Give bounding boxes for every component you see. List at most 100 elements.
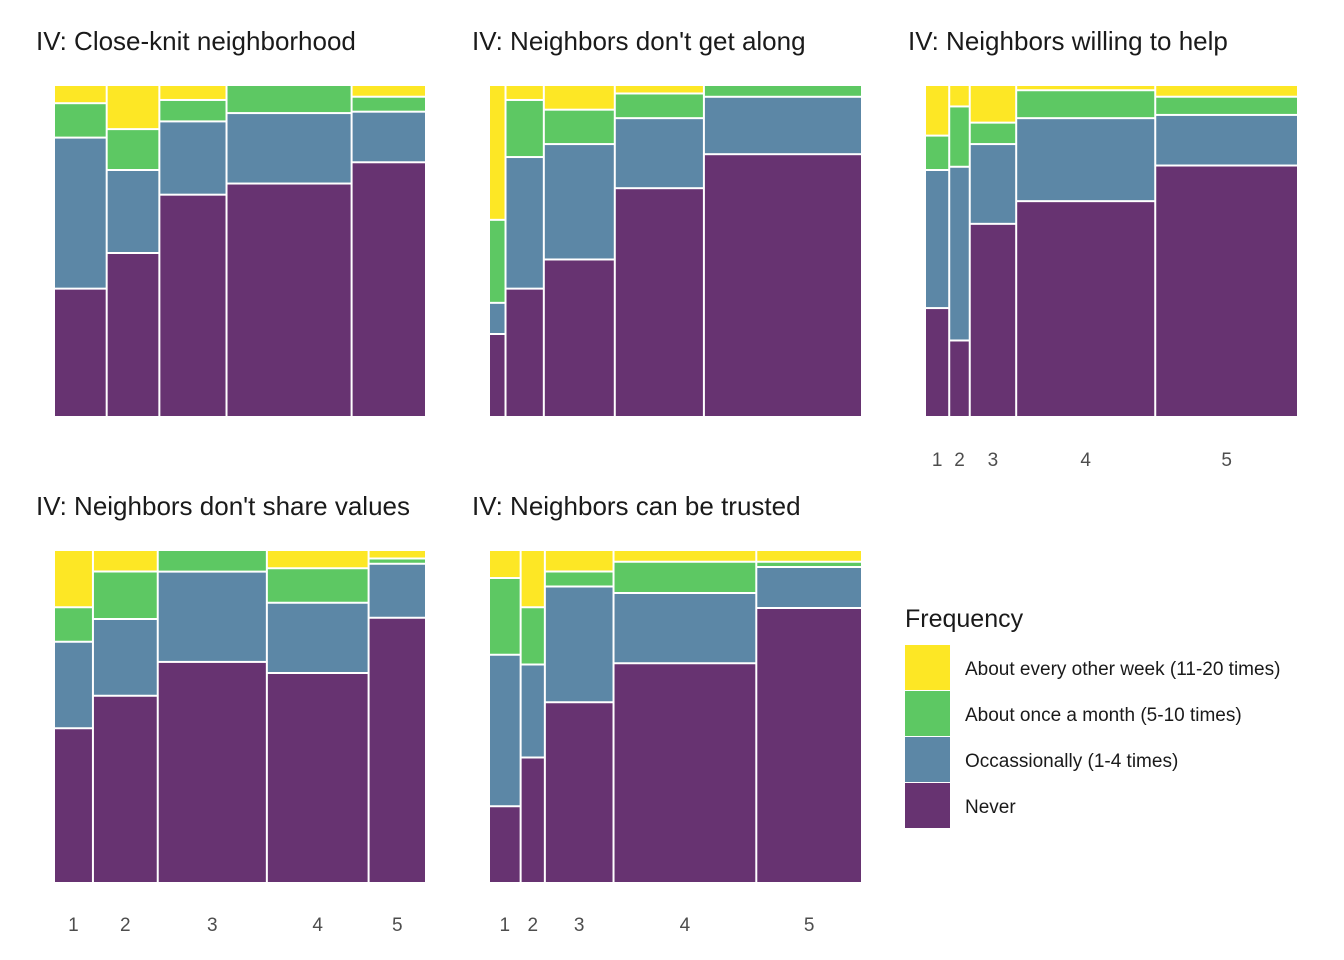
mosaic-cell-monthly-cat4	[1017, 91, 1155, 118]
mosaic-cell-never-cat3	[158, 662, 266, 882]
legend-title: Frequency	[905, 605, 1024, 633]
mosaic-cell-monthly-cat3	[545, 572, 613, 586]
mosaic-cell-biweekly-cat5	[369, 551, 425, 558]
x-tick-label: 3	[207, 915, 218, 936]
mosaic-cell-biweekly-cat4	[267, 551, 368, 568]
mosaic-cell-monthly-cat3	[158, 551, 266, 571]
legend: Frequency About every other week (11-20 t…	[905, 605, 1280, 828]
mosaic-cell-monthly-cat2	[950, 107, 969, 166]
mosaic-cell-occasionally-cat3	[545, 587, 613, 702]
mosaic-cell-biweekly-cat3	[544, 86, 614, 109]
mosaic-cell-never-cat1	[926, 309, 949, 416]
mosaic-cell-never-cat2	[950, 341, 969, 416]
mosaic-cell-occasionally-cat4	[227, 114, 351, 183]
x-tick-label: 1	[932, 450, 943, 471]
mosaic-panel-4: IV: Neighbors don't share values 1 2 3 4 5	[36, 491, 425, 936]
mosaic-cell-monthly-cat2	[93, 572, 157, 618]
mosaic-cell-biweekly-cat2	[93, 551, 157, 571]
mosaic-cell-never-cat4	[614, 664, 756, 882]
legend-label: About every other week (11-20 times)	[965, 659, 1280, 680]
mosaic-cell-monthly-cat5	[757, 562, 861, 566]
mosaic-cell-occasionally-cat2	[521, 665, 544, 757]
mosaic-cell-never-cat1	[490, 807, 520, 882]
x-tick-label: 2	[527, 915, 538, 936]
mosaic-cell-occasionally-cat5	[369, 564, 425, 617]
mosaic-cell-biweekly-cat2	[506, 86, 543, 99]
mosaic-cell-biweekly-cat1	[926, 86, 949, 135]
mosaic-cell-monthly-cat1	[55, 608, 92, 641]
mosaic-cell-monthly-cat5	[352, 97, 425, 111]
mosaic-cell-occasionally-cat2	[93, 620, 157, 695]
legend-label: About once a month (5-10 times)	[965, 705, 1242, 726]
mosaic-cell-never-cat3	[545, 703, 613, 882]
mosaic-cell-never-cat1	[490, 335, 505, 416]
mosaic-cell-monthly-cat2	[506, 100, 543, 157]
mosaic-panel-5: IV: Neighbors can be trusted 1 2 3 4 5	[472, 491, 861, 936]
x-tick-label: 3	[988, 450, 999, 471]
legend-swatch	[905, 783, 950, 828]
mosaic-cell-monthly-cat4	[614, 562, 756, 592]
mosaic-cell-monthly-cat3	[544, 110, 614, 144]
mosaic-cell-biweekly-cat3	[970, 86, 1016, 122]
mosaic-cell-monthly-cat4	[227, 86, 351, 113]
mosaic-cell-monthly-cat4	[267, 569, 368, 602]
mosaic-cell-occasionally-cat1	[55, 642, 92, 728]
x-tick-label: 4	[680, 915, 691, 936]
mosaic-cell-biweekly-cat4	[615, 86, 703, 93]
mosaic-panel-1: IV: Close-knit neighborhood	[36, 26, 425, 416]
mosaic-cell-occasionally-cat3	[160, 122, 226, 194]
mosaic-cell-never-cat5	[757, 609, 861, 882]
mosaic-cell-occasionally-cat3	[544, 145, 614, 259]
x-tick-label: 5	[392, 915, 403, 936]
mosaic-cell-biweekly-cat1	[490, 551, 520, 577]
mosaic-cell-never-cat5	[369, 618, 425, 882]
mosaic-cell-biweekly-cat4	[614, 551, 756, 561]
legend-label: Occassionally (1-4 times)	[965, 751, 1178, 772]
x-tick-label: 1	[68, 915, 79, 936]
mosaic-cell-biweekly-cat5	[757, 551, 861, 561]
mosaic-cell-occasionally-cat1	[55, 138, 106, 288]
mosaic-cell-occasionally-cat5	[704, 97, 861, 154]
mosaic-cell-never-cat3	[544, 260, 614, 416]
mosaic-cell-occasionally-cat5	[352, 112, 425, 162]
mosaic-cell-biweekly-cat1	[55, 551, 92, 607]
mosaic-cell-never-cat5	[1156, 166, 1297, 416]
mosaic-cell-never-cat2	[93, 696, 157, 882]
mosaic-cell-monthly-cat2	[107, 130, 159, 169]
x-tick-label: 4	[1080, 450, 1091, 471]
mosaic-cell-occasionally-cat4	[615, 119, 703, 188]
mosaic-cell-biweekly-cat2	[521, 551, 544, 607]
mosaic-cell-never-cat5	[704, 155, 861, 416]
mosaic-cell-occasionally-cat4	[614, 594, 756, 663]
mosaic-cell-monthly-cat3	[160, 100, 226, 121]
mosaic-cell-never-cat2	[521, 758, 544, 882]
panel-title: IV: Close-knit neighborhood	[36, 26, 356, 56]
x-tick-label: 5	[1221, 450, 1232, 471]
mosaic-cell-occasionally-cat5	[757, 568, 861, 607]
mosaic-cell-monthly-cat2	[521, 608, 544, 664]
legend-swatch	[905, 645, 950, 690]
mosaic-cell-never-cat3	[970, 224, 1016, 416]
mosaic-cell-monthly-cat5	[1156, 97, 1297, 114]
mosaic-cell-monthly-cat1	[55, 104, 106, 137]
mosaic-cell-monthly-cat1	[490, 579, 520, 654]
mosaic-cell-never-cat2	[506, 289, 543, 416]
mosaic-cell-monthly-cat3	[970, 123, 1016, 144]
x-tick-label: 2	[120, 915, 131, 936]
mosaic-cell-occasionally-cat1	[926, 171, 949, 308]
mosaic-cell-monthly-cat4	[615, 94, 703, 118]
mosaic-cell-biweekly-cat4	[1017, 86, 1155, 90]
mosaic-cell-never-cat3	[160, 195, 226, 416]
mosaic-cell-biweekly-cat1	[490, 86, 505, 219]
mosaic-cell-occasionally-cat1	[490, 303, 505, 333]
mosaic-panel-3: IV: Neighbors willing to help 1 2 3 4 5	[908, 26, 1297, 471]
mosaic-cell-never-cat2	[107, 254, 159, 416]
mosaic-cell-biweekly-cat1	[55, 86, 106, 103]
mosaic-cell-never-cat4	[227, 184, 351, 416]
mosaic-cell-biweekly-cat3	[545, 551, 613, 571]
legend-swatch	[905, 737, 950, 782]
x-tick-label: 4	[312, 915, 323, 936]
x-tick-label: 2	[954, 450, 965, 471]
mosaic-cell-occasionally-cat3	[970, 145, 1016, 223]
